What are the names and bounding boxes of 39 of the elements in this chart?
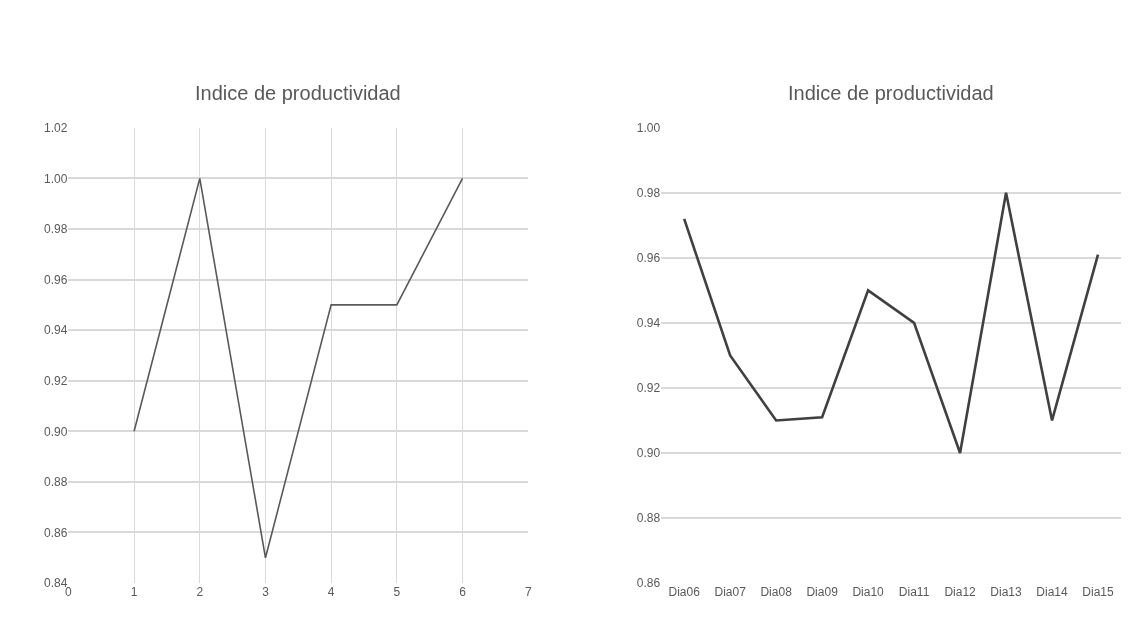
y-tick-label: 0.92: [44, 373, 68, 388]
x-tick-label: 3: [262, 585, 270, 600]
x-tick-label: Dia09: [806, 585, 839, 600]
x-tick-label: 1: [130, 585, 138, 600]
x-tick-label: Dia07: [714, 585, 747, 600]
y-tick-label: 0.92: [636, 381, 661, 396]
y-tick-label: 1.00: [636, 121, 661, 136]
x-tick-label: 5: [393, 585, 401, 600]
chart-title: Indice de productividad: [788, 82, 994, 104]
y-tick-label: 0.98: [636, 186, 661, 201]
x-tick-label: Dia13: [990, 585, 1023, 600]
y-tick-label: 0.88: [636, 511, 661, 526]
y-tick-label: 0.86: [636, 576, 661, 591]
chart-title: Indice de productividad: [195, 82, 401, 104]
y-tick-label: 0.98: [44, 222, 68, 237]
y-tick-label: 1.02: [44, 121, 68, 136]
x-tick-label: Dia15: [1082, 585, 1115, 600]
y-tick-label: 0.90: [636, 446, 661, 461]
x-tick-label: 0: [65, 585, 73, 600]
line-series: [682, 191, 1100, 455]
x-tick-label: Dia14: [1036, 585, 1069, 600]
y-tick-label: 0.96: [44, 272, 68, 287]
y-tick-label: 0.88: [44, 475, 68, 490]
x-tick-label: Dia06: [668, 585, 701, 600]
y-tick-label: 0.94: [636, 316, 661, 331]
x-tick-label: Dia11: [898, 585, 930, 600]
y-tick-label: 1.00: [44, 171, 68, 186]
x-tick-label: Dia08: [760, 585, 793, 600]
y-tick-label: 0.94: [44, 323, 68, 338]
y-tick-label: 0.86: [44, 525, 68, 540]
x-tick-label: 6: [459, 585, 467, 600]
line-series: [133, 177, 464, 559]
y-tick-label: 0.96: [636, 251, 661, 266]
x-tick-label: 2: [196, 585, 204, 600]
x-tick-label: Dia10: [852, 585, 885, 600]
y-tick-label: 0.90: [44, 424, 68, 439]
x-tick-label: Dia12: [944, 585, 977, 600]
x-tick-label: 4: [327, 585, 335, 600]
x-tick-label: 7: [524, 585, 532, 600]
